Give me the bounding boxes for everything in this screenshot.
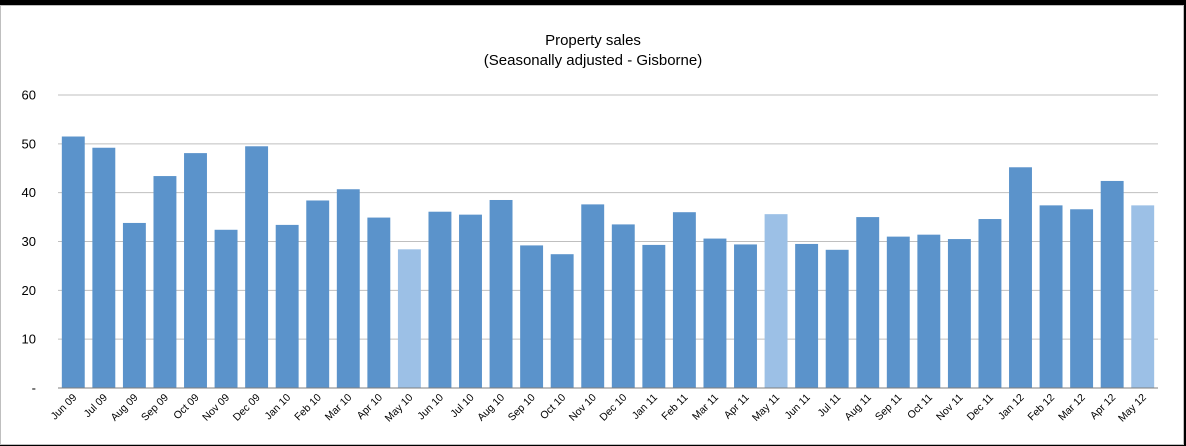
y-tick-label: 10 xyxy=(22,332,36,347)
bar xyxy=(550,254,574,388)
x-tick-label: Mar 11 xyxy=(690,392,721,423)
bar xyxy=(825,249,849,388)
x-tick-label: May 11 xyxy=(750,392,782,424)
x-tick-label: Nov 09 xyxy=(200,392,232,424)
bar xyxy=(122,222,146,388)
x-tick-label: Jul 11 xyxy=(816,392,844,420)
x-tick-label: Apr 12 xyxy=(1088,392,1118,422)
bar xyxy=(734,244,757,388)
bar xyxy=(611,224,635,388)
x-tick-label: Dec 09 xyxy=(231,392,263,424)
chart-subtitle: (Seasonally adjusted - Gisborne) xyxy=(483,52,703,69)
x-tick-label: Jul 10 xyxy=(448,392,476,420)
x-tick-label: Dec 11 xyxy=(965,392,997,424)
bar xyxy=(703,238,727,388)
x-tick-label: Feb 11 xyxy=(659,392,690,423)
x-tick-label: Aug 11 xyxy=(842,392,874,424)
x-tick-label: Nov 10 xyxy=(567,392,599,424)
bar xyxy=(978,219,1002,388)
y-tick-label: 60 xyxy=(22,88,36,103)
chart-title: Property sales xyxy=(545,32,641,49)
bar xyxy=(153,176,177,388)
x-tick-label: Jun 11 xyxy=(783,392,813,422)
x-tick-label: Mar 10 xyxy=(323,392,355,424)
bar xyxy=(1070,209,1094,388)
x-tick-label: Oct 09 xyxy=(171,392,201,422)
bar xyxy=(275,224,299,388)
x-tick-label: Dec 10 xyxy=(597,392,629,424)
bar xyxy=(1009,167,1032,388)
x-tick-label: Apr 11 xyxy=(722,392,752,422)
x-tick-label: Jul 09 xyxy=(82,392,110,420)
x-tick-label: Jan 10 xyxy=(263,392,294,423)
bar xyxy=(917,234,941,388)
bar xyxy=(856,217,880,388)
y-tick-label: 50 xyxy=(22,136,36,151)
x-tick-label: May 12 xyxy=(1116,392,1149,425)
x-tick-label: Jun 09 xyxy=(49,392,80,423)
bar xyxy=(886,236,910,388)
bar xyxy=(92,147,116,388)
x-tick-label: Oct 10 xyxy=(538,392,568,422)
y-tick-label: 30 xyxy=(22,234,36,249)
bar xyxy=(672,212,696,388)
bar xyxy=(520,245,544,388)
bar xyxy=(1131,205,1155,388)
y-tick-labels: - 10 20 30 40 50 60 xyxy=(22,88,36,396)
bar xyxy=(1100,180,1124,388)
bar xyxy=(428,211,452,388)
bar xyxy=(61,136,85,388)
x-tick-label: Feb 12 xyxy=(1026,392,1058,424)
x-tick-label: Feb 10 xyxy=(292,392,324,424)
bar xyxy=(947,239,971,388)
bar xyxy=(367,217,391,388)
bar xyxy=(489,199,513,388)
x-tick-label: Jun 10 xyxy=(415,392,446,423)
bars xyxy=(61,136,1155,388)
bar xyxy=(581,204,605,388)
x-tick-label: Jan 11 xyxy=(630,392,660,422)
gridlines xyxy=(58,94,1158,340)
x-tick-label: Apr 10 xyxy=(355,392,385,422)
x-tick-label: Jan 12 xyxy=(996,392,1027,423)
x-tick-label: Aug 10 xyxy=(475,392,507,424)
bar xyxy=(397,249,421,388)
x-tick-label: Oct 11 xyxy=(905,392,935,422)
bar xyxy=(1039,205,1063,388)
y-tick-label: - xyxy=(32,381,36,396)
bar xyxy=(245,146,269,388)
bar xyxy=(459,214,482,388)
bar xyxy=(214,229,238,388)
bar xyxy=(764,214,788,388)
bar xyxy=(184,153,207,388)
y-tick-label: 20 xyxy=(22,283,36,298)
bar xyxy=(795,243,819,388)
x-tick-label: Sep 11 xyxy=(873,392,905,424)
x-tick-label: Nov 11 xyxy=(934,392,966,424)
bar xyxy=(642,244,666,388)
bar xyxy=(336,189,360,388)
x-tick-label: May 10 xyxy=(383,392,416,425)
x-tick-label: Sep 09 xyxy=(139,392,171,424)
x-tick-label: Mar 12 xyxy=(1056,392,1088,424)
x-tick-label: Aug 09 xyxy=(108,392,140,424)
y-tick-label: 40 xyxy=(22,185,36,200)
bar xyxy=(306,200,330,388)
x-tick-label: Sep 10 xyxy=(506,392,538,424)
